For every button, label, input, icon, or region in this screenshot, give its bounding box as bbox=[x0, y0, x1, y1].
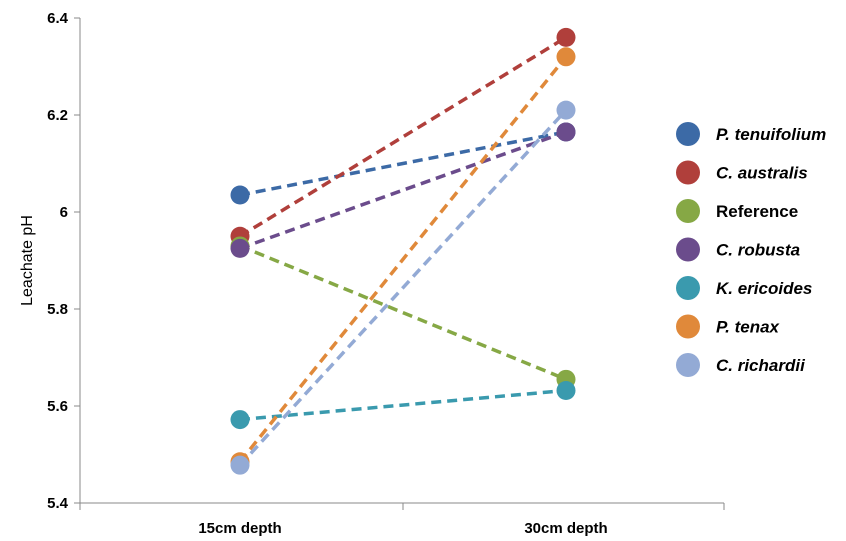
data-point-k-ericoides bbox=[230, 410, 250, 430]
series-line-k-ericoides bbox=[239, 388, 567, 422]
legend-label-k-ericoides: K. ericoides bbox=[716, 279, 812, 298]
legend-label-reference: Reference bbox=[716, 202, 798, 221]
chart-axes bbox=[74, 17, 725, 510]
y-tick-label: 5.6 bbox=[47, 398, 68, 415]
data-point-p-tenax bbox=[556, 47, 576, 67]
data-point-c-robusta bbox=[556, 122, 576, 142]
legend-marker-c-robusta bbox=[676, 237, 700, 262]
legend-marker-p-tenuifolium bbox=[676, 122, 700, 146]
data-point-c-richardii bbox=[230, 455, 250, 475]
series-line-p-tenax bbox=[238, 55, 568, 463]
legend-label-c-robusta: C. robusta bbox=[716, 241, 800, 260]
series-line-c-australis bbox=[239, 35, 567, 238]
legend-marker-c-australis bbox=[676, 160, 700, 185]
y-tick-labels: 5.4 5.6 5.8 6 6.2 6.4 bbox=[47, 10, 69, 512]
y-tick-label: 6.4 bbox=[47, 10, 69, 27]
series-line-c-richardii bbox=[238, 108, 568, 467]
legend: P. tenuifolium C. australis Reference C. ro… bbox=[676, 122, 826, 377]
legend-label-c-richardii: C. richardii bbox=[716, 356, 806, 375]
series-lines bbox=[238, 35, 568, 467]
series-line-reference bbox=[239, 244, 567, 381]
series-points bbox=[230, 27, 576, 475]
data-point-c-australis bbox=[556, 27, 576, 47]
series-line-c-robusta bbox=[239, 130, 567, 251]
data-point-p-tenuifolium bbox=[230, 185, 250, 205]
legend-marker-c-richardii bbox=[676, 353, 700, 377]
x-tick-label: 30cm depth bbox=[524, 520, 607, 537]
data-point-c-robusta bbox=[230, 238, 250, 258]
data-point-c-richardii bbox=[556, 100, 576, 120]
series-line-p-tenuifolium bbox=[239, 130, 567, 197]
legend-label-p-tenax: P. tenax bbox=[716, 318, 781, 337]
legend-label-p-tenuifolium: P. tenuifolium bbox=[716, 125, 826, 144]
data-point-k-ericoides bbox=[556, 380, 576, 400]
legend-marker-k-ericoides bbox=[676, 276, 700, 300]
y-tick-label: 5.8 bbox=[47, 301, 68, 318]
x-tick-label: 15cm depth bbox=[198, 520, 281, 537]
y-tick-label: 6 bbox=[60, 204, 68, 221]
y-tick-label: 5.4 bbox=[47, 495, 69, 512]
y-axis-title: Leachate pH bbox=[19, 215, 36, 306]
legend-marker-p-tenax bbox=[676, 314, 700, 339]
legend-label-c-australis: C. australis bbox=[716, 164, 808, 183]
y-tick-label: 6.2 bbox=[47, 107, 68, 124]
x-tick-labels: 15cm depth 30cm depth bbox=[198, 520, 607, 537]
legend-marker-reference bbox=[676, 199, 700, 223]
